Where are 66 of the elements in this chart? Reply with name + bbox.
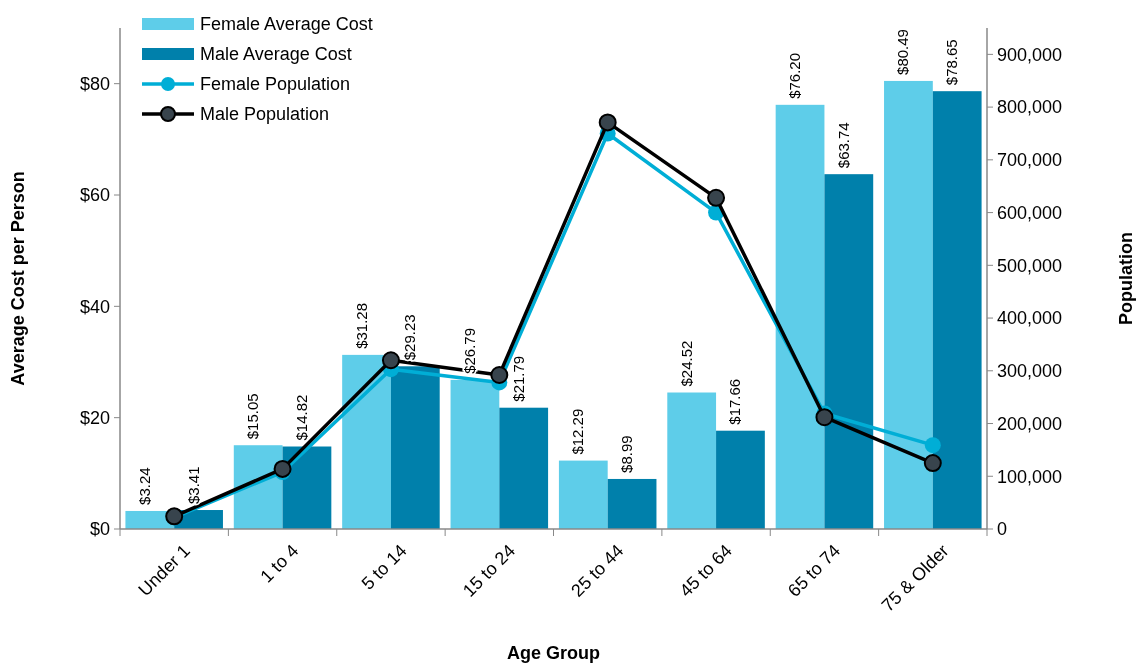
bar — [932, 91, 982, 529]
point — [707, 188, 726, 207]
data-label: $12.29 — [569, 408, 587, 455]
bar — [716, 430, 765, 529]
bar — [824, 174, 874, 529]
y2-tick-label: 0 — [997, 519, 1008, 540]
y2-tick-label: 300,000 — [997, 361, 1063, 382]
data-label: $3.41 — [184, 466, 202, 505]
y-tick-label: $0 — [89, 519, 110, 540]
bar — [667, 392, 717, 529]
x-tick-label: 25 to 44 — [567, 540, 628, 601]
y2-axis-title: Population — [1116, 232, 1136, 325]
point — [273, 459, 292, 478]
bar — [342, 354, 391, 529]
point — [598, 113, 617, 132]
legend-label: Male Average Cost — [200, 44, 352, 64]
data-label: $29.23 — [401, 314, 419, 361]
y2-tick-label: 200,000 — [997, 413, 1063, 434]
y-tick-label: $40 — [79, 296, 110, 317]
data-label: $78.65 — [943, 39, 961, 86]
data-label: $3.24 — [135, 467, 153, 505]
point — [381, 351, 400, 370]
point — [923, 454, 942, 473]
y2-tick-label: 100,000 — [997, 466, 1063, 487]
y2-tick-label: 800,000 — [997, 97, 1063, 118]
data-label: $31.28 — [352, 302, 370, 349]
y2-tick-label: 400,000 — [997, 308, 1063, 329]
data-label: $26.79 — [460, 327, 478, 374]
data-label: $17.66 — [726, 378, 744, 425]
data-label: $80.49 — [894, 29, 912, 75]
y2-tick-label: 500,000 — [997, 255, 1063, 276]
legend-label: Female Average Cost — [200, 14, 373, 34]
legend-label: Female Population — [200, 74, 351, 94]
x-tick-label: 1 to 4 — [256, 540, 303, 587]
bar — [282, 446, 332, 529]
y2-tick-label: 900,000 — [997, 44, 1063, 65]
y-tick-label: $20 — [79, 407, 110, 428]
point — [815, 408, 834, 427]
legend-label: Male Population — [200, 104, 330, 124]
y-tick-label: $80 — [79, 73, 110, 94]
data-label: $21.79 — [509, 355, 527, 402]
data-label: $24.52 — [677, 340, 695, 387]
bar — [558, 460, 608, 529]
bar — [450, 379, 500, 529]
y2-tick-label: 700,000 — [997, 150, 1063, 171]
y2-tick-label: 600,000 — [997, 202, 1063, 223]
data-label: $8.99 — [618, 435, 636, 473]
bar — [233, 445, 283, 529]
x-axis-title: Age Group — [507, 643, 600, 663]
data-label: $76.20 — [786, 52, 804, 99]
bar — [884, 80, 933, 529]
x-tick-label: 5 to 14 — [357, 540, 411, 594]
data-label: $14.82 — [292, 394, 310, 441]
point — [490, 366, 509, 385]
x-tick-label: 65 to 74 — [784, 540, 845, 601]
y-tick-label: $60 — [79, 185, 110, 206]
data-label: $63.74 — [834, 122, 852, 169]
bar — [499, 407, 549, 529]
data-label: $15.05 — [244, 393, 262, 440]
bar — [607, 478, 657, 529]
point — [924, 437, 941, 454]
bar — [390, 366, 440, 529]
y-axis-title: Average Cost per Person — [8, 171, 28, 386]
x-tick-label: 15 to 24 — [458, 540, 520, 601]
bar — [775, 104, 825, 529]
x-tick-label: 45 to 64 — [675, 540, 736, 601]
